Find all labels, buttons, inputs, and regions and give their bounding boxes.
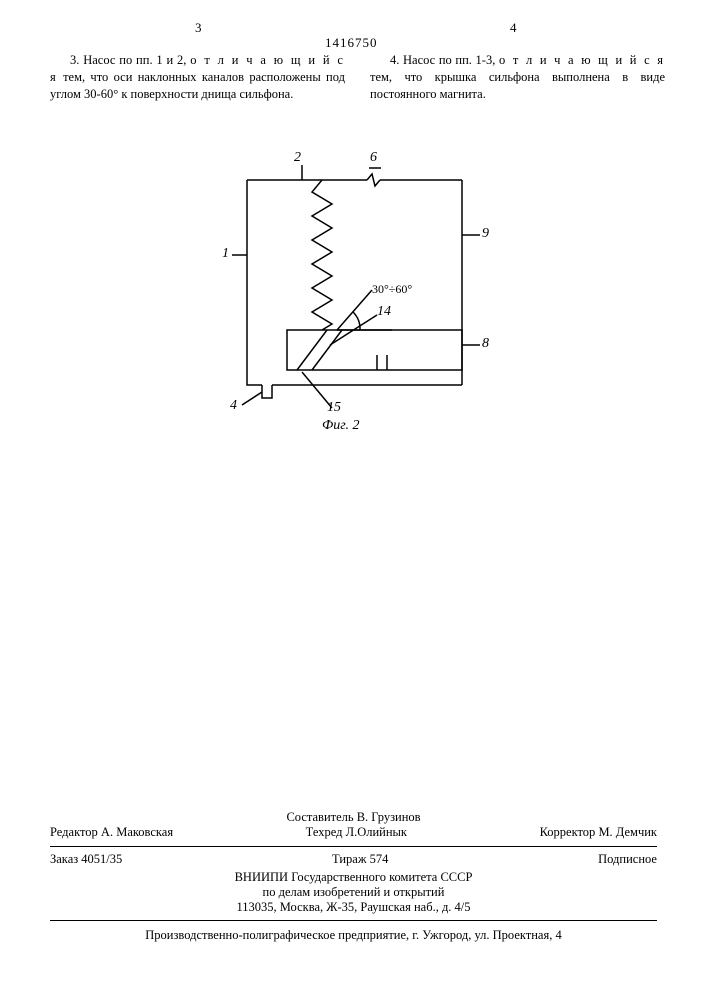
order-number: Заказ 4051/35: [50, 852, 122, 867]
page-col-left: 3: [195, 20, 202, 36]
org-line-1: ВНИИПИ Государственного комитета СССР: [50, 870, 657, 885]
claim4-tail: тем, что крышка сильфона выполнена в вид…: [370, 70, 665, 101]
figure-label-15: 15: [327, 400, 341, 416]
tech-name: Л.Олийнык: [346, 825, 407, 839]
page-col-right: 4: [510, 20, 517, 36]
corrector-cell: Корректор М. Демчик: [540, 825, 657, 840]
figure-caption: Фиг. 2: [322, 418, 360, 434]
printing-house: Производственно-полиграфическое предприя…: [50, 928, 657, 943]
editor-label: Редактор: [50, 825, 98, 839]
org-line-2: по делам изобретений и открытий: [50, 885, 657, 900]
corrector-name: М. Демчик: [598, 825, 657, 839]
claim4-lead: 4. Насос по пп. 1-3,: [390, 53, 499, 67]
editor-name: А. Маковская: [101, 825, 173, 839]
figure-label-14: 14: [377, 304, 391, 320]
tech-cell: Техред Л.Олийнык: [306, 825, 407, 840]
figure-label-8: 8: [482, 336, 489, 352]
claim-4: 4. Насос по пп. 1-3, о т л и ч а ю щ и й…: [370, 52, 665, 103]
figure-angle-label: 30°÷60°: [372, 282, 412, 297]
corrector-label: Корректор: [540, 825, 596, 839]
claim3-lead: 3. Насос по пп. 1 и 2,: [70, 53, 190, 67]
figure-2: 1 2 6 9 8 4 14 15 30°÷60° Фиг. 2: [202, 160, 507, 430]
claim-3: 3. Насос по пп. 1 и 2, о т л и ч а ю щ и…: [50, 52, 345, 103]
claim3-tail: тем, что оси наклонных каналов расположе…: [50, 70, 345, 101]
document-number: 1416750: [325, 35, 378, 51]
claim4-spaced: о т л и ч а ю щ и й с я: [499, 53, 665, 67]
composer-line: Составитель В. Грузинов: [50, 810, 657, 825]
editor-cell: Редактор А. Маковская: [50, 825, 173, 840]
figure-label-6: 6: [370, 150, 377, 166]
credits-row: Редактор А. Маковская Техред Л.Олийнык К…: [50, 825, 657, 840]
addr-line: 113035, Москва, Ж-35, Раушская наб., д. …: [50, 900, 657, 915]
figure-svg: [202, 160, 507, 420]
print-run: Тираж 574: [332, 852, 388, 867]
divider-2: [50, 920, 657, 921]
figure-label-4: 4: [230, 398, 237, 414]
figure-label-1: 1: [222, 246, 229, 262]
figure-label-2: 2: [294, 150, 301, 166]
subscription: Подписное: [598, 852, 657, 867]
tech-label: Техред: [306, 825, 343, 839]
order-row: Заказ 4051/35 Тираж 574 Подписное: [50, 852, 657, 867]
figure-label-9: 9: [482, 226, 489, 242]
divider-1: [50, 846, 657, 847]
